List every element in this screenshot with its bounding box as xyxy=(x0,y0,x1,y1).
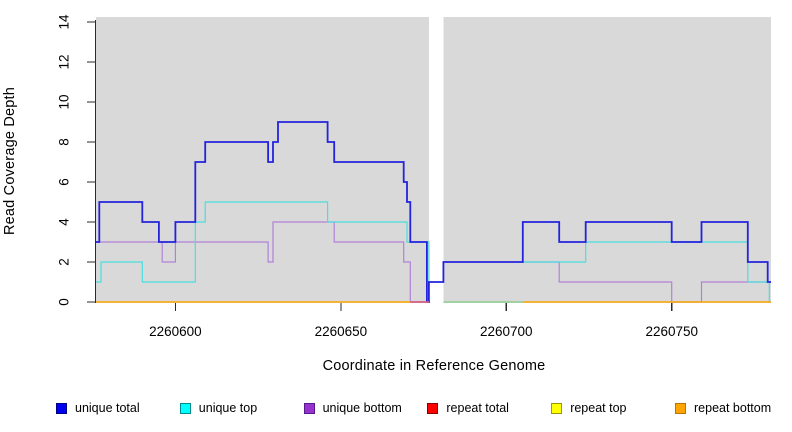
y-tick-label: 12 xyxy=(57,54,72,69)
y-axis-label: Read Coverage Depth xyxy=(2,86,18,236)
y-tick-label: 4 xyxy=(57,218,72,226)
legend-item-repeat-top: repeat top xyxy=(551,399,626,417)
legend-swatch-repeat-top xyxy=(551,402,563,414)
y-tick-label: 6 xyxy=(57,178,72,186)
legend-label: repeat total xyxy=(446,401,509,415)
y-tick-label: 0 xyxy=(57,298,72,306)
x-tick-label: 2260600 xyxy=(149,324,202,339)
y-tick-label: 2 xyxy=(57,258,72,266)
no-data-gap-band xyxy=(428,17,444,303)
legend-swatch-unique-bottom xyxy=(303,402,315,414)
legend-swatch-unique-top xyxy=(179,402,191,414)
legend-label: repeat top xyxy=(570,401,627,415)
legend-item-unique-bottom: unique bottom xyxy=(303,399,402,417)
chart-legend: unique total unique top unique bottom repea… xyxy=(0,399,792,421)
legend-label: repeat bottom xyxy=(694,401,772,415)
legend-label: unique top xyxy=(198,401,258,415)
y-tick-label: 14 xyxy=(57,14,72,30)
chart-canvas: 0 2 4 6 8 10 12 14 2260600 2260650 2260700 2260750 xyxy=(57,14,771,339)
x-tick-label: 2260700 xyxy=(480,324,533,339)
x-tick-label: 2260650 xyxy=(315,324,368,339)
legend-swatch-repeat-bottom xyxy=(675,402,686,414)
y-tick-label: 8 xyxy=(57,138,72,146)
legend-label: unique total xyxy=(75,401,140,415)
series-unique-total xyxy=(96,121,771,303)
x-axis-label: Coordinate in Reference Genome xyxy=(322,358,546,374)
legend-item-repeat-total: repeat total xyxy=(427,399,509,417)
legend-swatch-repeat-total xyxy=(427,402,439,414)
legend-item-repeat-bottom: repeat bottom xyxy=(675,399,771,417)
legend-item-unique-top: unique top xyxy=(179,399,258,417)
legend-item-unique-total: unique total xyxy=(56,399,140,417)
series-unique-bottom xyxy=(96,221,771,303)
x-axis: 2260600 2260650 2260700 2260750 xyxy=(149,303,698,339)
legend-label: unique bottom xyxy=(322,401,402,415)
y-axis: 0 2 4 6 8 10 12 14 xyxy=(57,14,97,306)
y-tick-label: 10 xyxy=(57,94,72,109)
legend-swatch-unique-total xyxy=(56,402,67,414)
x-tick-label: 2260750 xyxy=(645,324,698,339)
